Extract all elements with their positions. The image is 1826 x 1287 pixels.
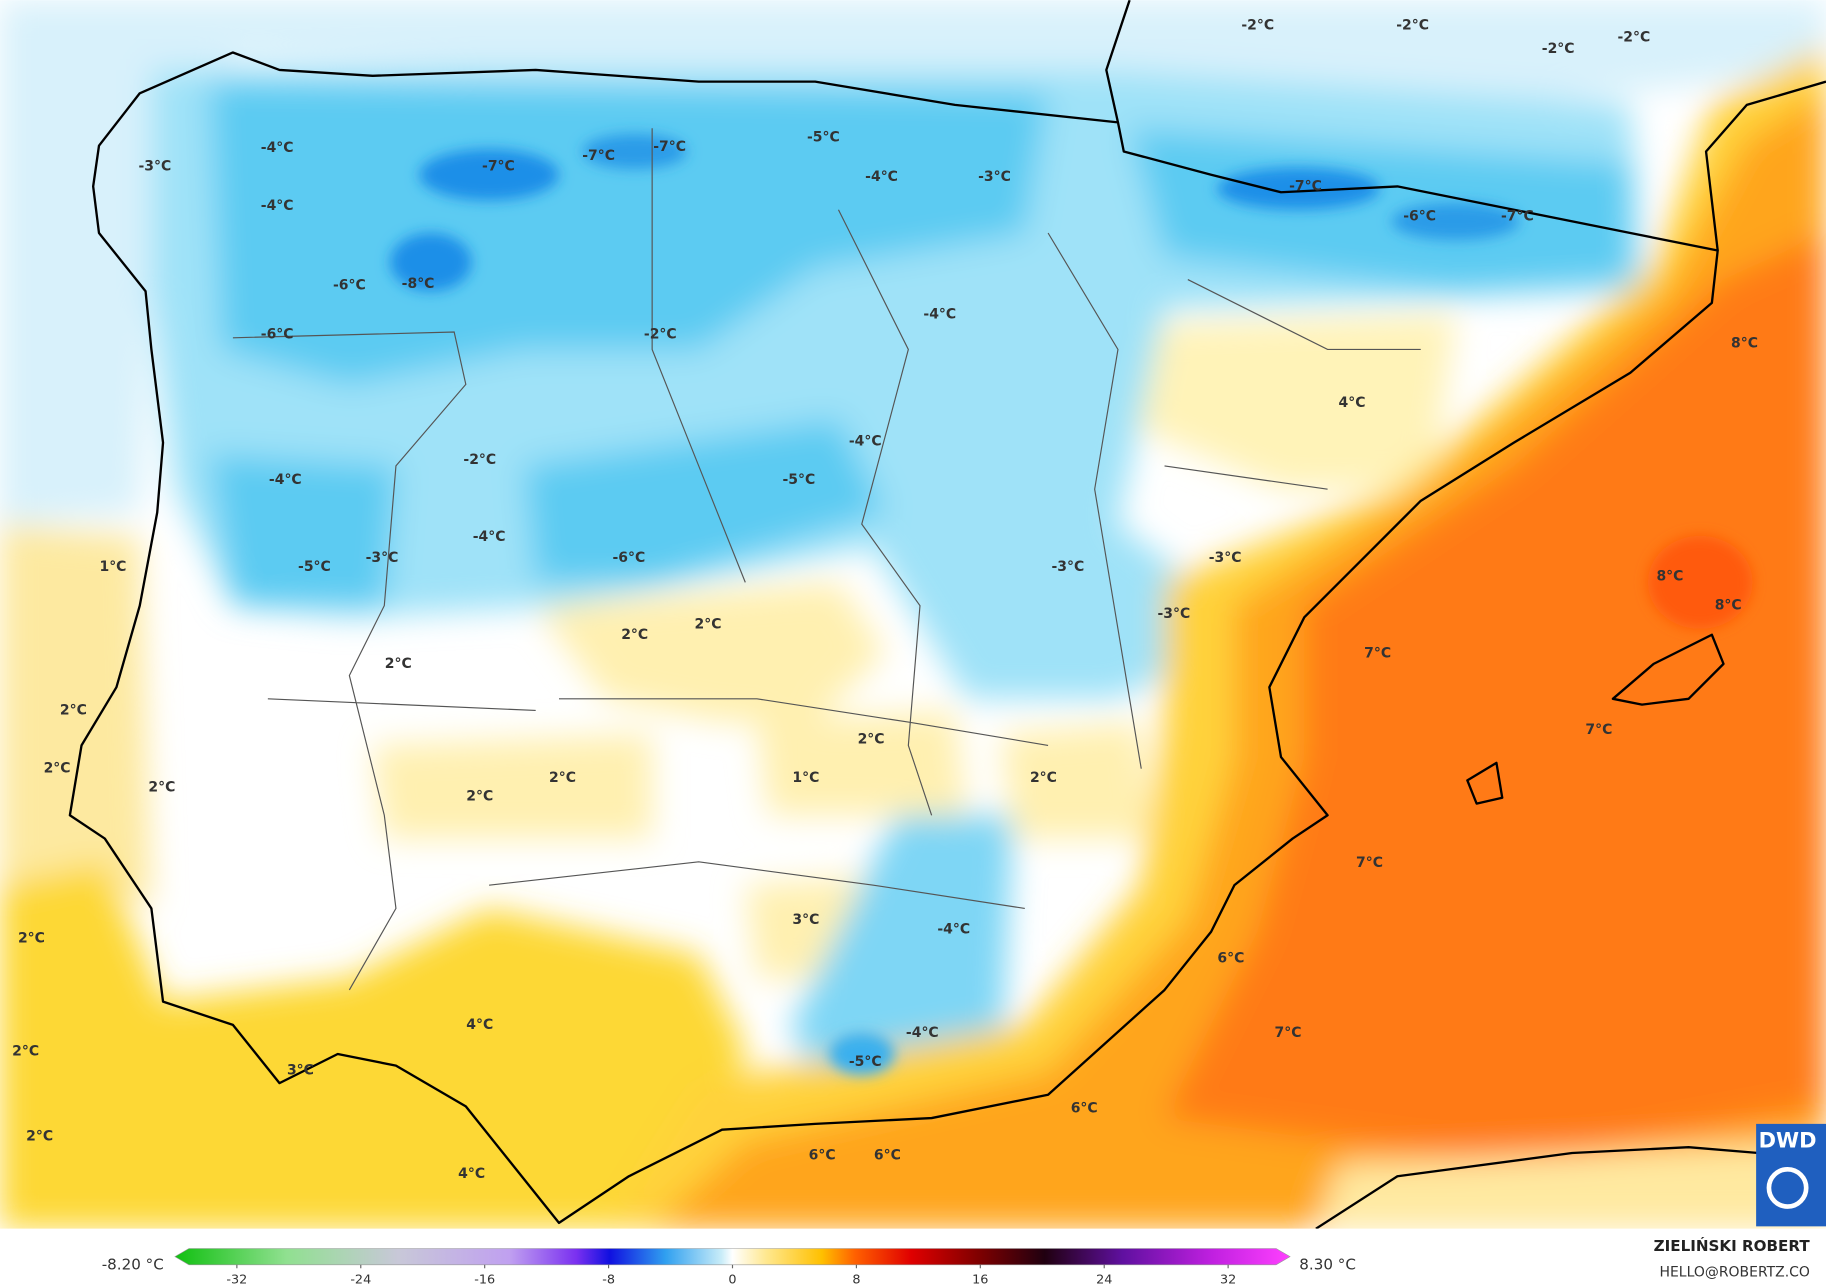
temperature-label: 4°C <box>1339 395 1366 411</box>
colorbar-tick-label: -16 <box>474 1272 495 1287</box>
temperature-label: -5°C <box>782 472 815 488</box>
temperature-label: 8°C <box>1731 336 1758 352</box>
colorbar-tick-label: 16 <box>972 1272 988 1287</box>
temperature-label: 4°C <box>466 1017 493 1033</box>
temperature-label: -6°C <box>1403 209 1436 225</box>
temperature-label: -2°C <box>1617 29 1650 45</box>
temperature-label: 7°C <box>1274 1025 1301 1041</box>
temperature-label: 8°C <box>1656 569 1683 585</box>
temperature-label: -7°C <box>1501 209 1534 225</box>
temperature-label: 8°C <box>1715 598 1742 614</box>
author: ZIELIŃSKI ROBERT <box>1654 1236 1811 1255</box>
logo <box>1756 1123 1826 1227</box>
logo-text: DWD <box>1759 1128 1817 1152</box>
temperature-label: 1°C <box>99 559 126 575</box>
temperature-label: 2°C <box>385 656 412 672</box>
logo-swirl <box>1766 1166 1809 1209</box>
temperature-label: 6°C <box>1071 1101 1098 1117</box>
temperature-label: -4°C <box>937 921 970 937</box>
temperature-label: -6°C <box>333 277 366 293</box>
colorbar-bar <box>174 1248 1291 1266</box>
temperature-label: 4°C <box>458 1166 485 1182</box>
temperature-label: 1°C <box>792 770 819 786</box>
colorbar-tick-label: 32 <box>1220 1272 1236 1287</box>
temperature-label: -2°C <box>1396 18 1429 34</box>
map-fields: -2°C -2°C -2°C -2°C -3°C -4°C -7°C -7°C -7°C -5°C… <box>0 0 1826 1229</box>
temperature-label: -4°C <box>473 529 506 545</box>
temperature-label: -5°C <box>807 130 840 146</box>
contact: HELLO@ROBERTZ.CO <box>1659 1264 1809 1280</box>
temperature-label: 2°C <box>466 789 493 805</box>
temperature-label: -6°C <box>612 550 645 566</box>
colorbar-tick-label: 24 <box>1096 1272 1112 1287</box>
colorbar: -32 -24 -16 -8 0 8 16 24 32 <box>174 1248 1291 1287</box>
colorbar-max: 8.30 °C <box>1299 1255 1356 1273</box>
temperature-label: 2°C <box>858 732 885 748</box>
temperature-label: -3°C <box>1052 559 1085 575</box>
temperature-label: -5°C <box>849 1054 882 1070</box>
temperature-label: -4°C <box>261 198 294 214</box>
colorbar-tick-label: 0 <box>728 1272 736 1287</box>
temperature-label: -4°C <box>269 472 302 488</box>
temperature-label: -7°C <box>582 148 615 164</box>
temperature-label: -3°C <box>1209 550 1242 566</box>
temperature-label: -8°C <box>402 276 435 292</box>
temperature-label: -4°C <box>923 307 956 323</box>
temperature-label: 3°C <box>287 1062 314 1078</box>
temperature-label: -7°C <box>482 159 515 175</box>
temperature-label: -5°C <box>298 559 331 575</box>
temperature-label: 3°C <box>792 912 819 928</box>
temperature-label: 2°C <box>549 770 576 786</box>
temperature-label: 2°C <box>60 702 87 718</box>
temperature-label: -4°C <box>865 169 898 185</box>
temperature-label: 2°C <box>1030 770 1057 786</box>
temperature-label: -3°C <box>139 159 172 175</box>
colorbar-tick-label: -24 <box>350 1272 371 1287</box>
temperature-label: -3°C <box>978 169 1011 185</box>
temperature-label: 2°C <box>621 627 648 643</box>
temperature-label: -3°C <box>1157 606 1190 622</box>
temperature-label: 6°C <box>809 1147 836 1163</box>
temperature-label: -7°C <box>1289 178 1322 194</box>
temperature-label: 7°C <box>1364 645 1391 661</box>
temperature-label: -4°C <box>849 433 882 449</box>
temperature-labels: -2°C -2°C -2°C -2°C -3°C -4°C -7°C -7°C -7°C -5°C… <box>12 18 1758 1182</box>
colorbar-tick-label: 8 <box>852 1272 860 1287</box>
temperature-label: 6°C <box>1217 951 1244 967</box>
temperature-label: -2°C <box>1241 18 1274 34</box>
temperature-label: -4°C <box>906 1025 939 1041</box>
temperature-label: 2°C <box>26 1129 53 1145</box>
temperature-label: 2°C <box>695 616 722 632</box>
temperature-label: -2°C <box>463 452 496 468</box>
temperature-label: 2°C <box>44 761 71 777</box>
colorbar-tick-label: -32 <box>226 1272 247 1287</box>
temperature-label: 2°C <box>18 931 45 947</box>
temperature-label: -7°C <box>653 139 686 155</box>
temperature-label: 2°C <box>148 779 175 795</box>
temperature-label: -2°C <box>1542 41 1575 57</box>
temperature-label: -2°C <box>644 326 677 342</box>
temperature-label: 6°C <box>874 1147 901 1163</box>
temperature-label: -6°C <box>261 326 294 342</box>
temperature-label: 2°C <box>12 1044 39 1060</box>
colorbar-tick-label: -8 <box>602 1272 615 1287</box>
temperature-label: 7°C <box>1585 722 1612 738</box>
colorbar-min: -8.20 °C <box>102 1255 164 1273</box>
temperature-label: -3°C <box>366 550 399 566</box>
temperature-label: 7°C <box>1356 855 1383 871</box>
temperature-label: -4°C <box>261 140 294 156</box>
